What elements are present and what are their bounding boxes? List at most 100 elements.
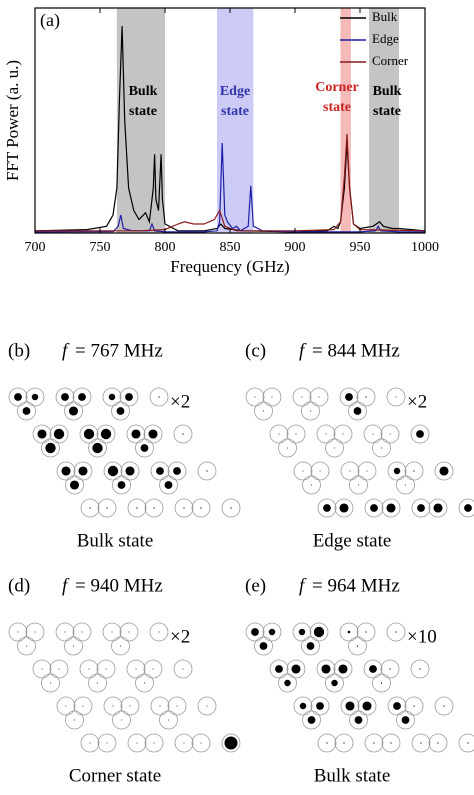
- site-amplitude: [41, 668, 43, 670]
- site-ring: [127, 733, 147, 753]
- site-ring: [325, 673, 344, 693]
- site-amplitude: [37, 429, 47, 439]
- site-ring: [434, 696, 454, 716]
- site-ring: [17, 401, 36, 421]
- site-ring: [278, 673, 297, 693]
- x-axis-label: Frequency (GHz): [170, 257, 289, 276]
- site-ring: [65, 475, 84, 495]
- site-ring: [80, 733, 100, 753]
- site-amplitude: [401, 716, 410, 724]
- site-amplitude: [224, 736, 238, 750]
- site-ring: [381, 733, 401, 753]
- site-ring: [65, 710, 84, 730]
- site-amplitude: [14, 393, 22, 401]
- site-ring: [339, 622, 359, 642]
- site-amplitude: [230, 507, 232, 509]
- site-amplitude: [323, 504, 331, 512]
- site-amplitude: [164, 481, 173, 489]
- site-ring: [96, 659, 116, 679]
- site-ring: [119, 387, 139, 407]
- site-amplitude: [125, 466, 135, 476]
- site-ring: [333, 424, 353, 444]
- site-ring: [111, 401, 130, 421]
- site-ring: [317, 733, 337, 753]
- site-ring: [174, 733, 194, 753]
- site-amplitude: [301, 396, 303, 398]
- site-ring: [191, 733, 211, 753]
- site-ring: [410, 659, 430, 679]
- site-ring: [73, 696, 93, 716]
- scale-factor: ×2: [407, 391, 427, 412]
- site-ring: [317, 498, 337, 518]
- site-ring: [363, 659, 383, 679]
- site-ring: [364, 498, 384, 518]
- site-amplitude: [464, 504, 472, 512]
- site-ring: [112, 475, 131, 495]
- site-amplitude: [88, 668, 90, 670]
- site-ring: [254, 401, 273, 421]
- frequency: = 844 MHz: [312, 340, 400, 361]
- state-band: [217, 8, 254, 233]
- site-amplitude: [173, 467, 181, 475]
- site-ring: [301, 636, 320, 656]
- site-ring: [428, 733, 448, 753]
- site-ring: [149, 622, 169, 642]
- site-amplitude: [433, 503, 443, 513]
- site-ring: [49, 659, 69, 679]
- site-amplitude: [117, 481, 126, 489]
- site-amplitude: [291, 664, 301, 674]
- site-amplitude: [295, 433, 297, 435]
- site-amplitude: [136, 507, 138, 509]
- site-amplitude: [321, 664, 331, 674]
- site-amplitude: [389, 433, 391, 435]
- site-ring: [119, 622, 139, 642]
- caption: Corner state: [69, 765, 161, 786]
- site-ring: [64, 636, 83, 656]
- site-amplitude: [148, 429, 158, 439]
- site-amplitude: [73, 645, 74, 647]
- frequency: = 964 MHz: [312, 575, 400, 596]
- site-amplitude: [358, 484, 359, 486]
- band-label: state: [129, 104, 157, 119]
- site-ring: [143, 424, 163, 444]
- x-tick-label: 750: [90, 240, 111, 255]
- site-ring: [404, 461, 424, 481]
- site-ring: [310, 461, 330, 481]
- band-label: state: [221, 104, 249, 119]
- site-amplitude: [105, 668, 107, 670]
- site-amplitude: [268, 628, 276, 636]
- site-ring: [79, 424, 99, 444]
- caption: Bulk state: [77, 530, 154, 551]
- site-amplitude: [420, 742, 422, 744]
- site-amplitude: [259, 642, 268, 650]
- site-ring: [348, 636, 367, 656]
- site-amplitude: [116, 407, 125, 415]
- site-amplitude: [136, 742, 138, 744]
- site-amplitude: [311, 484, 312, 486]
- x-tick-label: 900: [285, 240, 306, 255]
- site-amplitude: [366, 470, 368, 472]
- site-ring: [112, 710, 131, 730]
- site-amplitude: [129, 705, 131, 707]
- site-ring: [135, 438, 154, 458]
- site-ring: [411, 733, 431, 753]
- site-amplitude: [345, 701, 355, 711]
- site-amplitude: [200, 742, 202, 744]
- site-ring: [292, 622, 312, 642]
- site-amplitude: [307, 716, 316, 724]
- site-amplitude: [417, 504, 425, 512]
- site-amplitude: [65, 705, 67, 707]
- site-amplitude: [284, 679, 291, 687]
- site-ring: [310, 696, 330, 716]
- site-amplitude: [45, 442, 56, 454]
- site-ring: [309, 387, 329, 407]
- site-amplitude: [120, 645, 121, 647]
- site-amplitude: [106, 742, 108, 744]
- site-ring: [149, 387, 169, 407]
- site-amplitude: [112, 705, 114, 707]
- site-ring: [428, 498, 448, 518]
- site-amplitude: [83, 428, 95, 440]
- site-amplitude: [287, 447, 288, 449]
- site-amplitude: [263, 410, 264, 412]
- site-amplitude: [61, 466, 71, 476]
